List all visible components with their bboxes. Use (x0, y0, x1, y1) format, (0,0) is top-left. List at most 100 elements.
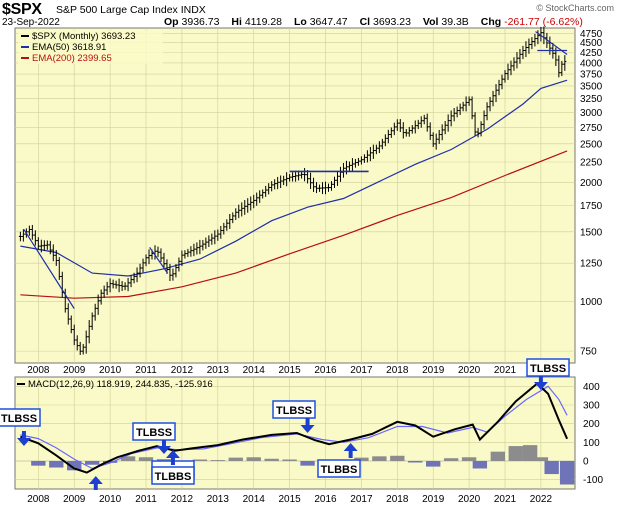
price-y-tick-label: 4750 (580, 29, 603, 40)
macd-histogram-bar (490, 451, 505, 461)
price-y-tick-label: 2750 (580, 123, 603, 134)
price-y-tick-label: 3750 (580, 70, 603, 81)
macd-histogram-bar (156, 459, 172, 461)
macd-histogram-bar (210, 460, 225, 461)
macd-histogram-bar (31, 461, 46, 466)
price-y-tick-label: 1750 (580, 201, 603, 212)
volume-label: Vol (422, 16, 439, 28)
annotation-arrow-head (165, 450, 180, 458)
macd-histogram-bar (282, 459, 297, 461)
macd-histogram-bar (300, 461, 315, 466)
chart-date: 23-Sep-2022 (2, 17, 60, 28)
price-y-tick-label: 4500 (580, 38, 603, 49)
macd-histogram-bar (85, 461, 100, 465)
annotation-label: TLBSS (136, 427, 172, 439)
macd-y-tick-label: 400 (583, 382, 600, 393)
legend-ema50: EMA(50) 3618.91 (32, 42, 106, 53)
macd-x-tick-label: 2022 (530, 494, 553, 505)
macd-y-tick-label: 100 (583, 438, 600, 449)
macd-y-tick-label: 200 (583, 419, 600, 430)
price-x-tick-label: 2018 (386, 365, 409, 376)
ticker-symbol: $SPX (2, 1, 42, 18)
macd-histogram-bar (390, 455, 405, 461)
index-name: S&P 500 Large Cap Index INDX (56, 4, 206, 16)
macd-line (20, 382, 569, 474)
macd-x-tick-label: 2016 (314, 494, 337, 505)
annotation-box (317, 459, 361, 478)
macd-x-tick-label: 2018 (386, 494, 409, 505)
legend-macd: MACD(12,26,9) 118.919, 244.835, -125.916 (28, 379, 213, 390)
annotation-label: TLBSS (1, 413, 37, 425)
price-x-tick-label: 2020 (458, 365, 481, 376)
macd-histogram-bar (246, 457, 261, 461)
change-value: -261.77 (-6.62%) (504, 16, 583, 28)
price-x-tick-label: 2014 (243, 365, 266, 376)
macd-x-tick-label: 2015 (278, 494, 301, 505)
annotation-arrow-head (16, 438, 31, 446)
macd-y-tick-label: 300 (583, 401, 600, 412)
volume-value: 39.3B (441, 16, 469, 28)
high-label: Hi (231, 16, 242, 28)
price-y-tick-label: 3500 (580, 81, 603, 92)
annotation-box (272, 400, 316, 419)
close-label: Cl (359, 16, 371, 28)
price-y-tick-label: 750 (580, 347, 597, 358)
price-y-tick-label: 3250 (580, 94, 603, 105)
price-x-tick-label: 2010 (99, 365, 122, 376)
annotation-arrow-head (88, 476, 103, 484)
price-x-tick-label: 2016 (314, 365, 337, 376)
macd-histogram-bar (372, 456, 387, 461)
trendline (23, 229, 75, 309)
low-label: Lo (293, 16, 307, 28)
macd-histogram-bar (192, 459, 208, 461)
macd-histogram-bar (354, 457, 369, 461)
price-y-tick-label: 2250 (580, 157, 603, 168)
annotation-arrow-head (300, 425, 315, 433)
price-panel (14, 27, 576, 364)
watermark: © StockCharts.com (536, 3, 614, 13)
macd-x-tick-label: 2008 (27, 494, 50, 505)
annotation-box (0, 408, 41, 427)
price-y-tick-label: 1500 (580, 227, 603, 238)
annotation-label: TLBBS (155, 471, 192, 483)
macd-histogram-bar (472, 461, 488, 469)
price-x-tick-label: 2011 (135, 365, 157, 376)
legend-box (18, 30, 163, 64)
macd-histogram-bar (67, 461, 82, 471)
macd-histogram-bar (544, 461, 559, 475)
macd-x-tick-label: 2012 (171, 494, 194, 505)
price-x-tick-label: 2017 (350, 365, 373, 376)
macd-histogram-bar (559, 461, 575, 485)
price-y-tick-label: 4000 (580, 58, 603, 69)
price-y-tick-label: 1250 (580, 259, 603, 270)
macd-x-tick-label: 2013 (207, 494, 230, 505)
legend-ema200: EMA(200) 2399.65 (32, 53, 112, 64)
annotation-label: TLBBS (321, 464, 358, 476)
price-x-tick-label: 2015 (278, 365, 301, 376)
macd-histogram-bar (426, 461, 441, 467)
price-y-tick-label: 2500 (580, 139, 603, 150)
ema50-line (20, 79, 568, 277)
macd-histogram-bar (522, 445, 538, 461)
price-x-tick-label: 2008 (27, 365, 50, 376)
macd-histogram-bar (264, 458, 279, 461)
annotation-box (151, 466, 195, 485)
low-value: 3647.47 (309, 16, 348, 28)
macd-y-tick-label: 0 (583, 457, 589, 468)
ohlc-summary: Op 3936.73 Hi 4119.28 Lo 3647.47 Cl 3693… (164, 16, 583, 28)
macd-histogram-bar (461, 457, 477, 461)
price-x-tick-label: 2013 (207, 365, 230, 376)
macd-histogram-bar (228, 457, 243, 461)
change-label: Chg (480, 16, 502, 28)
macd-histogram-bar (408, 461, 423, 463)
trendline (149, 247, 169, 274)
annotation-label: TLBSS (530, 363, 566, 375)
ema200-line (20, 150, 568, 299)
price-y-tick-label: 2000 (580, 178, 603, 189)
macd-x-tick-label: 2010 (99, 494, 122, 505)
macd-x-tick-label: 2019 (422, 494, 445, 505)
macd-histogram-bar (49, 461, 64, 468)
annotation-box (526, 358, 570, 377)
macd-y-tick-label: -100 (583, 475, 603, 486)
